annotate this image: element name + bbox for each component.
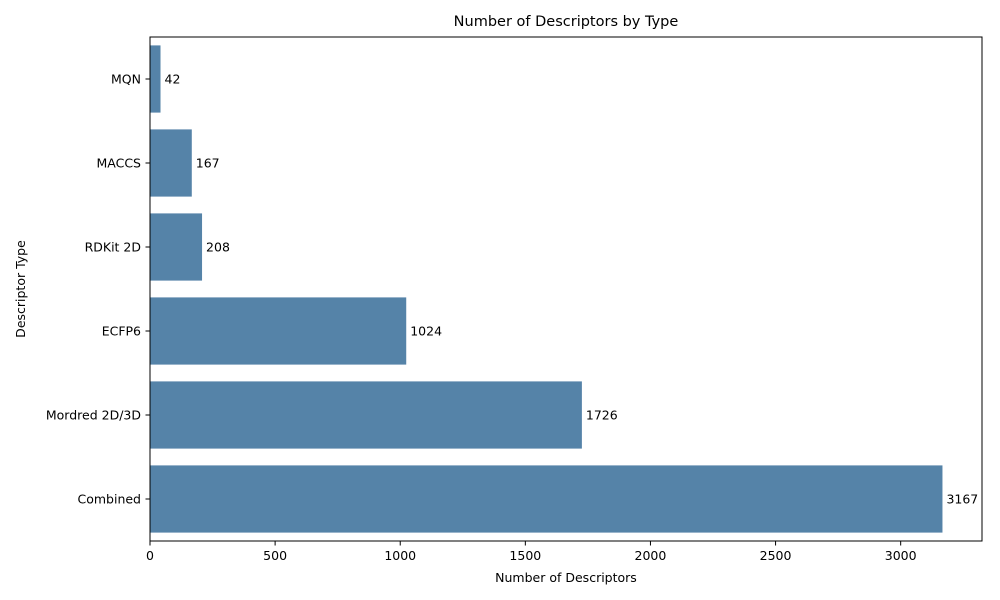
chart-title: Number of Descriptors by Type [454,14,679,30]
data-label-combined: 3167 [946,492,978,507]
data-label-ecfp6: 1024 [410,324,442,339]
x-axis-label: Number of Descriptors [495,570,637,585]
x-tick-label-0: 0 [146,548,154,563]
x-tick-label-1500: 1500 [509,548,541,563]
bar-maccs [150,129,192,197]
x-tick-label-2500: 2500 [760,548,792,563]
x-tick-label-2000: 2000 [635,548,667,563]
y-tick-label-ecfp6: ECFP6 [102,324,141,339]
ticks-group: MQN MACCS RDKit 2D ECFP6 Mordred 2D/3D Combin… [46,72,917,564]
plot-frame [149,36,983,542]
data-label-mordred-2d-3d: 1726 [586,408,618,423]
bar-mordred-2d-3d [150,381,582,449]
y-tick-label-maccs: MACCS [96,156,141,171]
y-tick-label-mordred-2d-3d: Mordred 2D/3D [46,408,141,423]
bar-combined [150,465,943,533]
x-tick-label-500: 500 [263,548,287,563]
y-tick-label-mqn: MQN [111,72,141,87]
data-label-mqn: 42 [165,72,181,87]
y-tick-label-combined: Combined [77,492,141,507]
x-tick-label-1000: 1000 [384,548,416,563]
data-label-maccs: 167 [196,156,220,171]
x-tick-label-3000: 3000 [885,548,917,563]
y-tick-label-rdkit-2d: RDKit 2D [85,240,141,255]
bar-rdkit-2d [150,213,203,281]
bars-group: 42 167 208 1024 1726 3167 [150,45,978,533]
bar-ecfp6 [150,297,407,365]
bar-mqn [150,45,161,113]
data-label-rdkit-2d: 208 [206,240,230,255]
y-axis-label: Descriptor Type [13,240,28,338]
